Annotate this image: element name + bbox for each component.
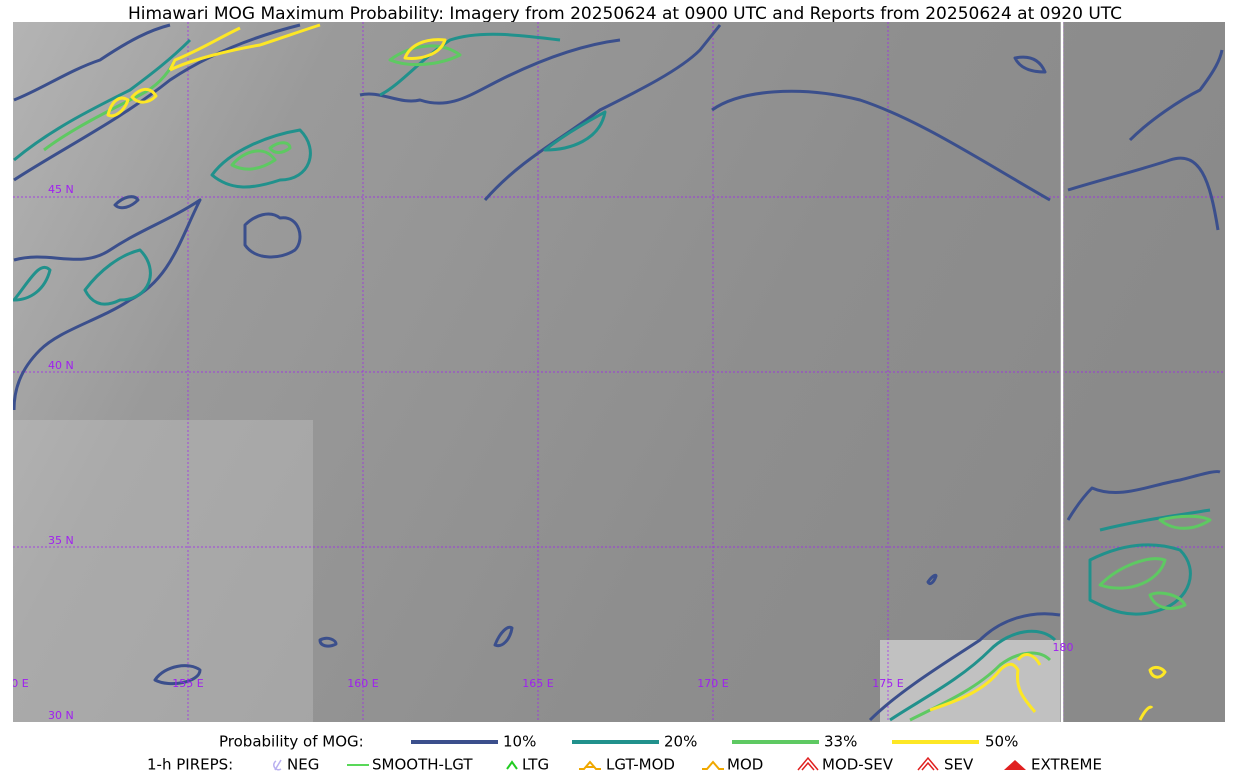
legend-title: Probability of MOG: [219, 733, 364, 751]
legend-label: 20% [664, 733, 697, 751]
map: 45 N 40 N 35 N 30 N 150 E 155 E 160 E 16… [0, 22, 1225, 722]
title: Himawari MOG Maximum Probability: Imager… [128, 4, 1122, 24]
pirep-label: SMOOTH-LGT [372, 756, 473, 774]
pirep-icon [702, 760, 724, 770]
lon-label: 165 E [522, 677, 553, 690]
pirep-label: MOD [727, 756, 763, 774]
pireps-title: 1-h PIREPS: [147, 756, 233, 774]
pirep-icon [797, 756, 819, 771]
lon-label: 150 E [0, 677, 29, 690]
pirep-label: LGT-MOD [606, 756, 675, 774]
contour-50 [106, 23, 1167, 721]
pirep-icon [917, 756, 939, 771]
pirep-icon [579, 760, 601, 770]
legend-label: 50% [985, 733, 1018, 751]
grid-labels: 45 N 40 N 35 N 30 N 150 E 155 E 160 E 16… [0, 183, 1074, 722]
lat-label: 40 N [48, 359, 74, 372]
lat-label: 30 N [48, 709, 74, 722]
pirep-label: LTG [522, 756, 549, 774]
lat-label: 45 N [48, 183, 74, 196]
contour-33 [43, 44, 1212, 722]
legend-label: 33% [824, 733, 857, 751]
pirep-label: SEV [944, 756, 974, 774]
contours [13, 23, 1224, 722]
pirep-icon [273, 759, 282, 771]
lon-label: 155 E [172, 677, 203, 690]
pirep-icon [506, 760, 518, 770]
lon-label: 175 E [872, 677, 903, 690]
lon-label: 160 E [347, 677, 378, 690]
contour-20 [13, 32, 1211, 722]
legend: Probability of MOG: 10% 20% 33% 50% 1-h … [147, 733, 1102, 774]
pirep-label: EXTREME [1031, 756, 1102, 774]
contour-10 [13, 23, 1224, 722]
pirep-icon [1004, 760, 1026, 770]
lon-label: 180 [1053, 641, 1074, 654]
lat-label: 35 N [48, 534, 74, 547]
pirep-label: MOD-SEV [822, 756, 894, 774]
lon-label: 170 E [697, 677, 728, 690]
legend-label: 10% [503, 733, 536, 751]
cloud-area [13, 420, 313, 722]
pirep-label: NEG [287, 756, 319, 774]
